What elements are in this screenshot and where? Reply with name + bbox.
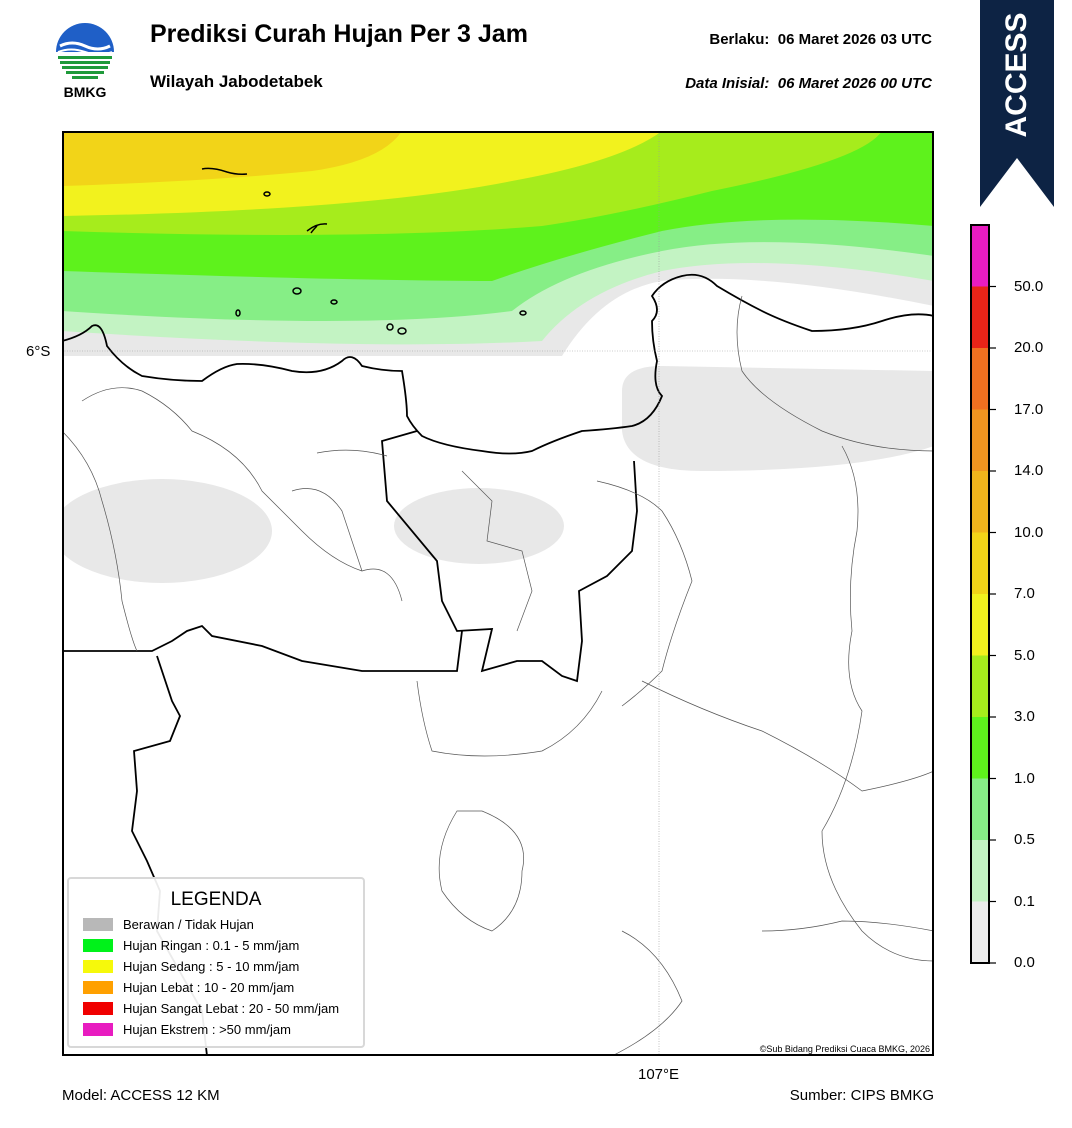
colorbar-segment <box>971 225 989 287</box>
valid-value: 06 Maret 2026 03 UTC <box>777 31 932 48</box>
legend-swatch <box>83 938 113 952</box>
legend-swatch <box>83 1022 113 1036</box>
colorbar-segment <box>971 594 989 656</box>
colorbar-segment <box>971 840 989 902</box>
colorbar-tick-label: 7.0 <box>1014 585 1035 602</box>
page-subtitle: Wilayah Jabodetabek <box>150 72 323 91</box>
model-info: Model: ACCESS 12 KM <box>62 1087 220 1104</box>
valid-label: Berlaku: <box>709 31 770 48</box>
valid-time: Berlaku: 06 Maret 2026 03 UTC <box>709 31 932 48</box>
legend-item: Hujan Ringan : 0.1 - 5 mm/jam <box>83 936 299 954</box>
colorbar-tick-label: 0.0 <box>1014 954 1035 971</box>
copyright-text: ©Sub Bidang Prediksi Cuaca BMKG, 2026 <box>759 1044 930 1054</box>
map-legend: LEGENDA Berawan / Tidak Hujan Hujan Ringa… <box>67 877 365 1048</box>
init-time: Data Inisial: 06 Maret 2026 00 UTC <box>685 75 932 92</box>
logo-text: BMKG <box>63 84 107 100</box>
colorbar-segment <box>971 532 989 594</box>
colorbar-tick-label: 0.1 <box>1014 892 1035 910</box>
colorbar-segment <box>971 409 989 471</box>
colorbar-segment <box>971 286 989 348</box>
init-label: Data Inisial: <box>685 75 770 92</box>
colorbar-scale <box>970 224 996 964</box>
legend-label: Berawan / Tidak Hujan <box>123 916 254 932</box>
legend-item: Hujan Ekstrem : >50 mm/jam <box>83 1020 291 1038</box>
colorbar-segment <box>971 348 989 410</box>
colorbar-segment <box>971 778 989 840</box>
colorbar-tick-label: 17.0 <box>1014 400 1044 418</box>
colorbar-tick-label: 3.0 <box>1014 708 1035 725</box>
rainfall-map <box>62 131 934 1056</box>
colorbar-tick-label: 50.0 <box>1014 277 1044 295</box>
bmkg-logo: BMKG <box>52 20 118 102</box>
longitude-label: 107°E <box>638 1066 680 1083</box>
colorbar-tick-label: 10.0 <box>1014 523 1044 541</box>
colorbar-tick-label: 20.0 <box>1014 339 1044 356</box>
legend-label: Hujan Ekstrem : >50 mm/jam <box>123 1021 291 1037</box>
colorbar-segment <box>971 655 989 717</box>
legend-item: Hujan Lebat : 10 - 20 mm/jam <box>83 978 294 996</box>
legend-swatch <box>83 980 113 994</box>
legend-label: Hujan Ringan : 0.1 - 5 mm/jam <box>123 937 300 953</box>
colorbar-tick-label: 0.5 <box>1014 831 1035 848</box>
colorbar-tick-label: 5.0 <box>1014 646 1035 664</box>
legend-label: Hujan Sedang : 5 - 10 mm/jam <box>123 958 300 974</box>
source-info: Sumber: CIPS BMKG <box>789 1087 934 1104</box>
colorbar-segment <box>971 471 989 533</box>
legend-item: Hujan Sangat Lebat : 20 - 50 mm/jam <box>83 999 339 1017</box>
legend-title: LEGENDA <box>170 889 262 910</box>
colorbar-segment <box>971 901 989 963</box>
legend-label: Hujan Lebat : 10 - 20 mm/jam <box>123 979 295 995</box>
model-badge: ACCESS <box>980 0 1054 210</box>
legend-label: Hujan Sangat Lebat : 20 - 50 mm/jam <box>123 1000 340 1016</box>
legend-item: Berawan / Tidak Hujan <box>83 915 254 933</box>
init-value: 06 Maret 2026 00 UTC <box>777 75 932 92</box>
legend-swatch <box>83 959 113 973</box>
page-title: Prediksi Curah Hujan Per 3 Jam <box>150 20 528 48</box>
legend-item: Hujan Sedang : 5 - 10 mm/jam <box>83 957 299 975</box>
colorbar-segment <box>971 717 989 779</box>
colorbar-tick-label: 14.0 <box>1014 462 1044 479</box>
rainfall-colorbar: 0.0 0.1 0.5 1.0 3.0 5.0 7.0 10.0 14.0 17.0 20.0 50.… <box>970 224 1070 971</box>
badge-text: ACCESS <box>1000 12 1033 138</box>
legend-swatch <box>83 917 113 931</box>
map-canvas <box>62 131 934 1056</box>
colorbar-tick-label: 1.0 <box>1014 769 1035 787</box>
legend-swatch <box>83 1001 113 1015</box>
latitude-label: 6°S <box>26 343 51 360</box>
